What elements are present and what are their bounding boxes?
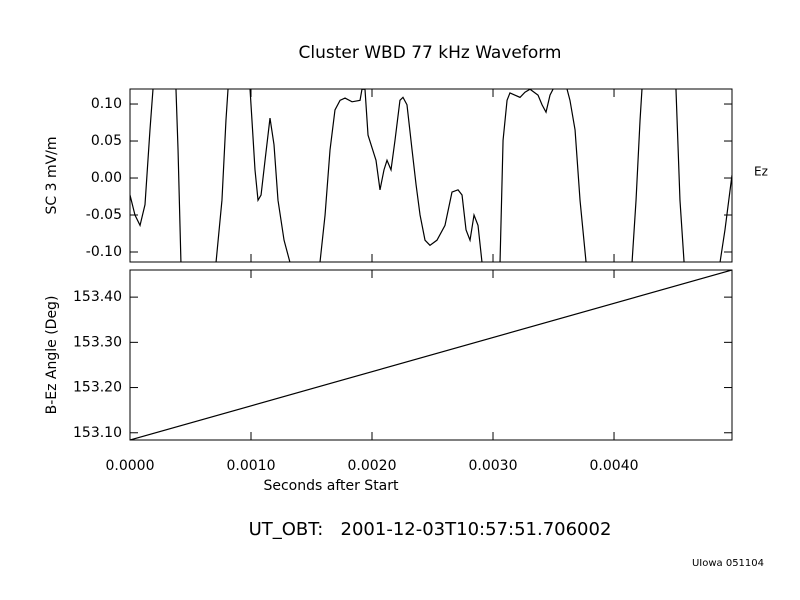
y-tick-label: 0.05 xyxy=(91,133,122,149)
y-tick-label: -0.10 xyxy=(86,244,122,260)
x-tick-label: 0.0000 xyxy=(106,458,155,474)
x-tick-label: 0.0040 xyxy=(590,458,639,474)
y-tick-label: 153.10 xyxy=(73,425,122,441)
y-axis-label: SC 3 mV/m xyxy=(44,136,60,214)
plot-frame xyxy=(129,269,733,441)
y-axis-label: B-Ez Angle (Deg) xyxy=(44,296,60,415)
y-tick-label: 153.30 xyxy=(73,334,122,350)
y-tick-label: -0.05 xyxy=(86,207,122,223)
y-tick-label: 0.10 xyxy=(91,96,122,112)
x-tick-label: 0.0010 xyxy=(227,458,276,474)
credit: UIowa 051104 xyxy=(692,558,764,569)
series-label: Ez xyxy=(754,165,768,179)
timestamp: UT_OBT: 2001-12-03T10:57:51.706002 xyxy=(249,519,612,540)
x-axis-label: Seconds after Start xyxy=(263,478,399,494)
data-line xyxy=(130,270,732,440)
data-line xyxy=(130,89,732,262)
chart-title: Cluster WBD 77 kHz Waveform xyxy=(299,43,562,63)
y-tick-label: 0.00 xyxy=(91,170,122,186)
x-tick-label: 0.0030 xyxy=(469,458,518,474)
x-tick-label: 0.0020 xyxy=(348,458,397,474)
y-tick-label: 153.40 xyxy=(73,289,122,305)
plot-frame xyxy=(129,88,733,263)
y-tick-label: 153.20 xyxy=(73,380,122,396)
